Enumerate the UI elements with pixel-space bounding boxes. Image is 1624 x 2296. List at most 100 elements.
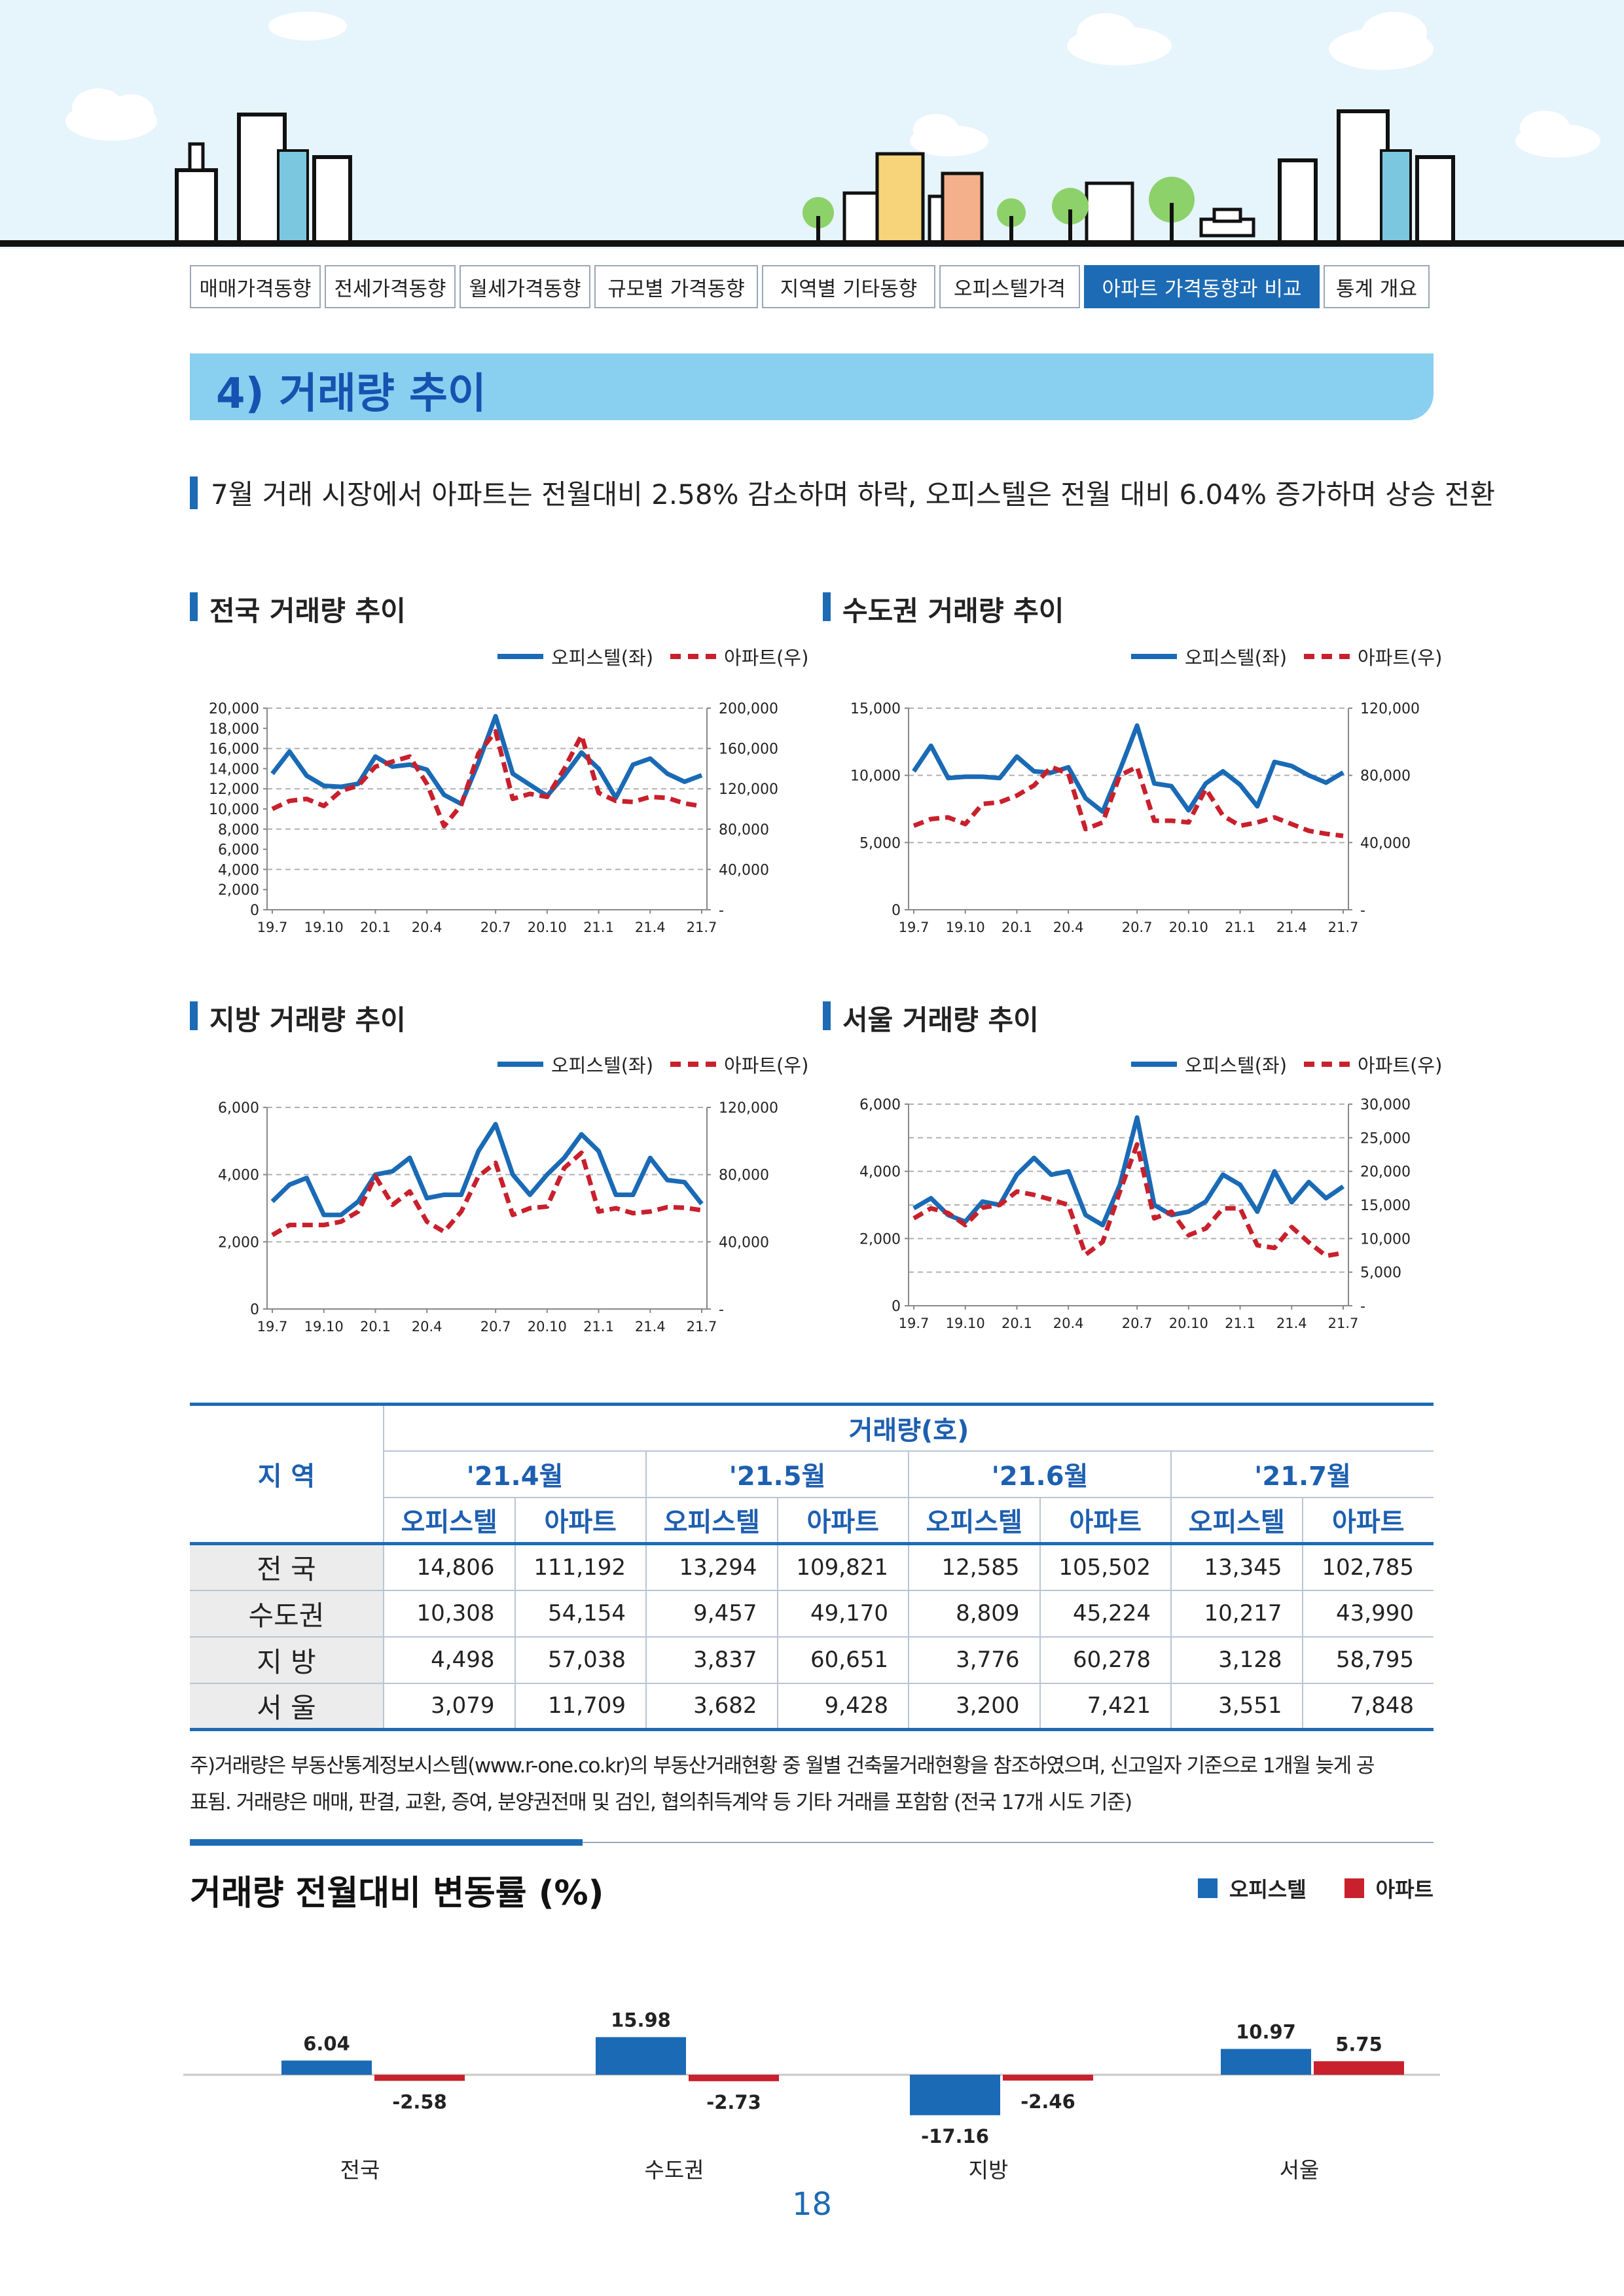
x-tick-label: 21.1 <box>583 1319 614 1335</box>
value-cell: 3,776 <box>908 1636 1041 1684</box>
x-tick-label: 21.4 <box>635 920 666 935</box>
tab-size[interactable]: 규모별 가격동향 <box>594 265 758 308</box>
value-cell: 3,079 <box>383 1682 516 1731</box>
apt-bar <box>1003 2075 1093 2081</box>
x-tick-label: 19.7 <box>899 920 929 935</box>
region-cell: 수도권 <box>190 1589 384 1638</box>
value-cell: 49,170 <box>776 1589 909 1638</box>
y-left-tick-label: 16,000 <box>209 742 259 758</box>
x-tick-label: 20.1 <box>1001 1316 1032 1331</box>
office-series-line <box>270 1122 704 1217</box>
x-tick-label: 19.7 <box>899 1316 929 1331</box>
tab-jeonse-price[interactable]: 전세가격동향 <box>325 265 456 308</box>
headline: 7월 거래 시장에서 아파트는 전월대비 2.58% 감소하며 하락, 오피스텔… <box>211 478 1496 511</box>
value-cell: 60,278 <box>1039 1636 1172 1684</box>
tab-officetel-price[interactable]: 오피스텔가격 <box>939 265 1080 308</box>
value-cell: 9,457 <box>645 1589 778 1638</box>
y-left-tick-label: 14,000 <box>209 761 259 778</box>
y-right-tick-label: - <box>1360 1299 1365 1315</box>
building-icon <box>842 152 1134 244</box>
y-right-tick-label: 80,000 <box>1360 768 1411 785</box>
x-tick-label: 20.10 <box>1169 1316 1208 1331</box>
legend-office-label: 오피스텔 <box>1229 1877 1307 1902</box>
chart-title-marker <box>190 1001 198 1030</box>
y-right-tick-label: 30,000 <box>1360 1097 1411 1113</box>
category-label: 전국 <box>340 2157 380 2183</box>
x-tick-label: 20.10 <box>528 1319 567 1335</box>
office-value-label: 6.04 <box>303 2032 350 2054</box>
value-cell: 45,224 <box>1039 1589 1172 1638</box>
tab-regional[interactable]: 지역별 기타동향 <box>762 265 935 308</box>
y-right-tick-label: 80,000 <box>719 822 769 838</box>
office-series-line <box>270 713 703 806</box>
chart-title-marker <box>190 592 198 621</box>
tab-sale-price[interactable]: 매매가격동향 <box>190 265 321 308</box>
office-bar <box>281 2060 372 2075</box>
y-right-tick-label: 200,000 <box>719 701 778 717</box>
apt-series-line <box>271 1150 702 1238</box>
office-legend-swatch <box>497 654 543 659</box>
value-cell: 43,990 <box>1301 1589 1434 1638</box>
legend-apt-label: 아파트(우) <box>724 647 809 669</box>
y-left-tick-label: 12,000 <box>209 781 259 798</box>
legend-apt-label: 아파트(우) <box>1358 1054 1443 1077</box>
y-left-tick-label: 2,000 <box>859 1231 901 1247</box>
y-left-tick-label: 6,000 <box>859 1097 901 1113</box>
tab-overview[interactable]: 통계 개요 <box>1324 265 1430 308</box>
y-left-tick-label: 4,000 <box>218 1168 259 1184</box>
x-tick-label: 19.10 <box>304 920 344 935</box>
apt-legend-swatch <box>1344 1878 1364 1898</box>
value-cell: 9,428 <box>776 1682 909 1731</box>
value-cell: 105,502 <box>1039 1543 1172 1591</box>
y-left-tick-label: 5,000 <box>859 835 901 852</box>
apt-legend-swatch <box>1304 654 1350 659</box>
region-header: 지 역 <box>190 1403 384 1545</box>
tab-apartment-compare[interactable]: 아파트 가격동향과 비교 <box>1084 265 1320 308</box>
x-tick-label: 21.7 <box>687 920 717 935</box>
volume-table: 지 역 거래량(호) '21.4월 '21.5월 '21.6월 '21.7월 오… <box>190 1403 1434 1731</box>
y-left-tick-label: 10,000 <box>209 802 259 818</box>
y-left-tick-label: 2,000 <box>218 1234 259 1251</box>
skyline-illustration <box>0 12 1624 247</box>
y-right-tick-label: 120,000 <box>1360 701 1420 717</box>
region-cell: 서 울 <box>190 1682 384 1731</box>
tree-icon <box>803 177 1195 242</box>
footnote-line: 주)거래량은 부동산통계정보시스템(www.r-one.co.kr)의 부동산거… <box>190 1754 1375 1778</box>
chart-title-capital: 수도권 거래량 추이 <box>842 595 1064 627</box>
sub-header-apt: 아파트 <box>1301 1496 1434 1545</box>
x-tick-label: 21.1 <box>1225 1316 1255 1331</box>
car-icon <box>1199 207 1255 238</box>
table-row: 지 방 4,498 57,038 3,837 60,651 3,776 60,2… <box>190 1636 1434 1684</box>
x-tick-label: 20.10 <box>528 920 567 935</box>
apt-bar <box>689 2075 779 2081</box>
header-banner <box>0 0 1624 249</box>
value-cell: 3,682 <box>645 1682 778 1731</box>
x-tick-label: 20.7 <box>1122 1316 1153 1331</box>
sub-header-office: 오피스텔 <box>384 1496 516 1545</box>
office-value-label: -17.16 <box>921 2125 989 2147</box>
value-cell: 10,217 <box>1170 1589 1303 1638</box>
x-tick-label: 19.7 <box>257 1319 288 1335</box>
sub-header-office: 오피스텔 <box>908 1496 1041 1545</box>
y-left-tick-label: 15,000 <box>850 701 901 717</box>
divider <box>190 1842 1434 1843</box>
chart-legend: 오피스텔(좌) 아파트(우) <box>1131 643 1442 670</box>
section-title-bar: 4) 거래량 추이 <box>190 353 1434 420</box>
sub-header-apt: 아파트 <box>776 1496 909 1545</box>
y-right-tick-label: 120,000 <box>719 1100 778 1117</box>
chart-title-marker <box>823 592 831 621</box>
value-cell: 3,128 <box>1170 1636 1303 1684</box>
y-right-tick-label: 5,000 <box>1360 1265 1401 1282</box>
x-tick-label: 20.1 <box>360 1319 391 1335</box>
value-cell: 7,848 <box>1301 1682 1434 1731</box>
legend-office-label: 오피스텔(좌) <box>1185 647 1288 669</box>
apt-value-label: 5.75 <box>1335 2033 1382 2055</box>
x-tick-label: 20.4 <box>1053 920 1084 935</box>
region-cell: 지 방 <box>190 1636 384 1684</box>
value-cell: 54,154 <box>514 1589 647 1638</box>
x-tick-label: 20.4 <box>412 1319 442 1335</box>
tab-monthly-rent[interactable]: 월세가격동향 <box>460 265 590 308</box>
chart-title-national: 전국 거래량 추이 <box>209 595 406 627</box>
national-volume-chart: 20,000 18,000 16,000 14,000 12,000 10,000 8,00… <box>209 701 778 935</box>
y-right-tick-label: 15,000 <box>1360 1198 1411 1214</box>
